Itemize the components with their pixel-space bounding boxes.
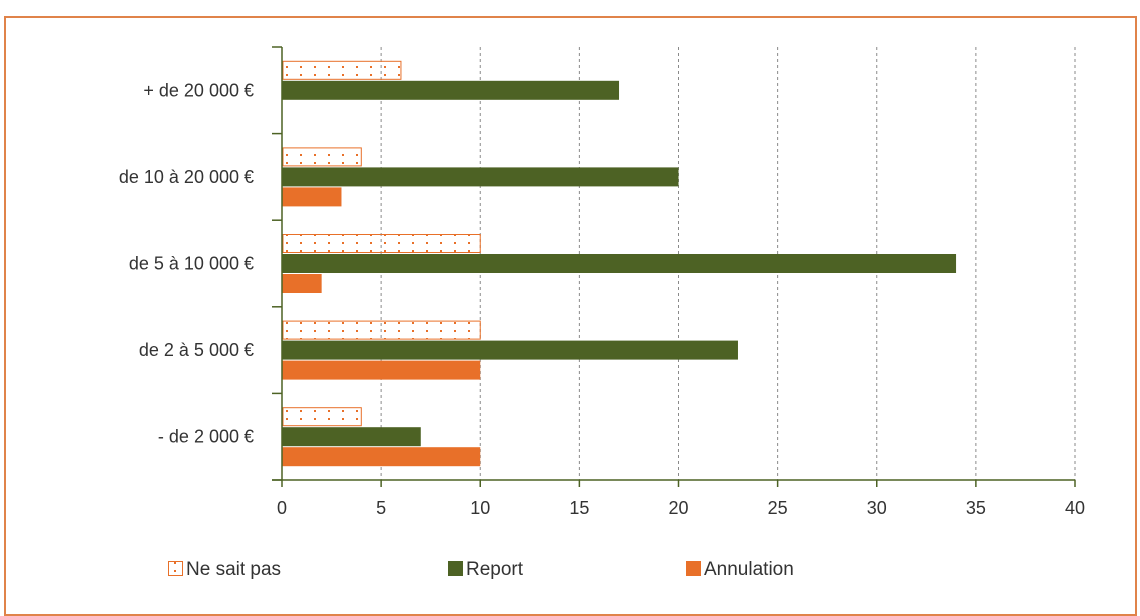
bar-annulation (282, 360, 481, 380)
legend-label: Ne sait pas (186, 559, 281, 580)
axes (272, 46, 1076, 487)
bar-report (282, 80, 620, 100)
bar-ne-sait-pas (282, 407, 362, 427)
bars (282, 60, 957, 467)
bar-ne-sait-pas (282, 60, 402, 80)
x-tick-label: 30 (867, 498, 887, 518)
bar-annulation (282, 447, 481, 467)
category-label: de 10 à 20 000 € (119, 167, 254, 187)
legend-swatch (686, 561, 701, 576)
x-tick-label: 5 (376, 498, 386, 518)
legend-swatch (448, 561, 463, 576)
bar-annulation (282, 274, 322, 293)
category-label: de 5 à 10 000 € (129, 254, 254, 274)
category-labels: + de 20 000 € de 10 à 20 000 € de 5 à 10 0… (119, 80, 254, 446)
x-tick-labels: 0 5 10 15 20 25 30 35 40 (277, 498, 1085, 518)
x-tick-label: 15 (569, 498, 589, 518)
legend-label: Report (466, 559, 524, 580)
legend-swatch (168, 561, 183, 576)
bar-report (282, 254, 957, 273)
x-tick-label: 10 (470, 498, 490, 518)
category-label: + de 20 000 € (143, 80, 254, 100)
bar-ne-sait-pas (282, 320, 481, 340)
bar-annulation (282, 187, 342, 207)
bar-report (282, 340, 738, 360)
legend: Ne sait pas Report Annulation (168, 559, 794, 580)
bar-ne-sait-pas (282, 234, 481, 253)
category-label: - de 2 000 € (158, 427, 254, 447)
x-tick-label: 25 (768, 498, 788, 518)
grid-lines (380, 47, 1076, 480)
x-tick-label: 0 (277, 498, 287, 518)
category-label: de 2 à 5 000 € (139, 340, 254, 360)
x-tick-label: 40 (1065, 498, 1085, 518)
bar-report (282, 167, 679, 187)
bar-report (282, 427, 421, 447)
x-tick-label: 20 (668, 498, 688, 518)
legend-label: Annulation (704, 559, 794, 580)
bar-ne-sait-pas (282, 147, 362, 167)
x-tick-label: 35 (966, 498, 986, 518)
